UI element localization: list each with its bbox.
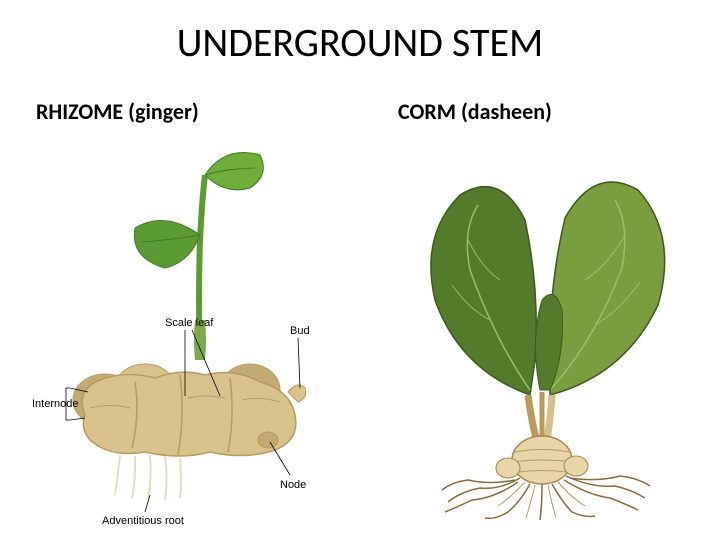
corm-diagram — [400, 140, 700, 530]
rhizome-diagram: Internode Scale leaf Bud Node Adventitio… — [30, 140, 350, 530]
label-advroot: Adventitious root — [102, 515, 184, 527]
rhizome-body — [73, 364, 306, 456]
subtitle-rhizome: RHIZOME (ginger) — [36, 98, 199, 125]
label-node: Node — [280, 479, 306, 491]
page-title: UNDERGROUND STEM — [0, 18, 720, 67]
corm-body — [496, 436, 588, 484]
label-scaleleaf: Scale leaf — [165, 317, 214, 329]
adventitious-roots — [115, 455, 181, 500]
label-bud: Bud — [290, 325, 310, 337]
subtitle-corm: CORM (dasheen) — [398, 98, 552, 125]
label-internode: Internode — [32, 398, 78, 410]
dasheen-leaves — [431, 182, 665, 395]
